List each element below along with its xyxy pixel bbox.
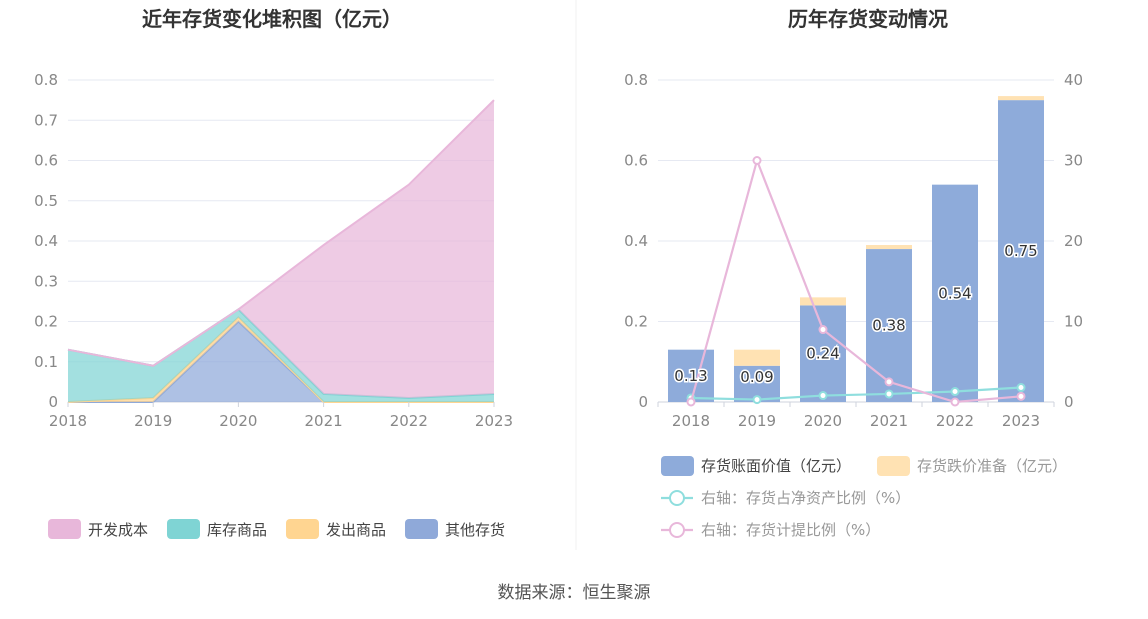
legend-swatch-2 — [286, 519, 319, 539]
legend-marker-1 — [669, 522, 685, 538]
bar-book-value-0 — [668, 349, 714, 402]
area-line-3 — [67, 99, 495, 367]
left-x-tick-label: 2019 — [134, 412, 172, 430]
right-y-tick-label: 0.2 — [624, 313, 648, 331]
right-y-tick-label: 0.6 — [624, 152, 648, 170]
right-x-tick-label: 2019 — [738, 412, 776, 430]
line-0-point-5 — [1016, 383, 1026, 393]
right-x-tick-label: 2020 — [804, 412, 842, 430]
bar-impairment-5 — [998, 96, 1044, 101]
left-y-tick-label: 0.5 — [34, 192, 58, 210]
left-x-tick-label: 2023 — [475, 412, 513, 430]
legend-label-line-1: 右轴：存货计提比例（%） — [701, 521, 880, 539]
line-1-point-3 — [884, 377, 894, 387]
left-x-tick-label: 2020 — [219, 412, 257, 430]
right-chart-title: 历年存货变动情况 — [788, 7, 948, 31]
line-0 — [690, 386, 1022, 401]
line-0-point-4 — [950, 387, 960, 397]
right-grid — [658, 79, 1054, 403]
area-2 — [68, 309, 494, 402]
area-3 — [68, 100, 494, 398]
left-y-tick-label: 0.8 — [34, 71, 58, 89]
right-y-axis-left: 0 0.2 0.4 0.6 0.8 — [624, 71, 648, 411]
legend-swatch-book-value — [661, 456, 694, 476]
line-1-point-4 — [950, 397, 960, 407]
bar-impairment-3 — [866, 245, 912, 250]
legend-label-3: 其他存货 — [445, 521, 505, 539]
legend-label-0: 开发成本 — [88, 521, 148, 539]
right-x-axis: 2018 2019 2020 2021 2022 2023 — [657, 402, 1055, 430]
bar-impairment-1 — [734, 349, 780, 366]
left-x-axis: 2018 2019 2020 2021 2022 2023 — [49, 402, 513, 430]
left-chart-title: 近年存货变化堆积图（亿元） — [142, 7, 402, 31]
line-0-point-1 — [752, 395, 762, 405]
legend-label-1: 库存商品 — [207, 521, 267, 539]
right-lines — [686, 156, 1026, 407]
left-legend: 开发成本 库存商品 发出商品 其他存货 — [48, 519, 505, 539]
left-y-tick-label: 0.1 — [34, 353, 58, 371]
right-bar-labels: 0.13 0.09 0.24 0.38 0.54 0.75 — [673, 241, 1039, 388]
left-x-tick-label: 2022 — [390, 412, 428, 430]
legend-swatch-0 — [48, 519, 81, 539]
left-y-tick-label: 0.6 — [34, 152, 58, 170]
line-1-point-1 — [752, 156, 762, 165]
bar-book-value-4 — [932, 184, 978, 402]
legend-swatch-impairment — [877, 456, 910, 476]
right-x-tick-label: 2021 — [870, 412, 908, 430]
left-areas — [67, 99, 495, 403]
left-y-tick-label: 0.4 — [34, 232, 58, 250]
area-1 — [68, 317, 494, 402]
bar-value-label-0: 0.13 — [674, 367, 707, 385]
bar-value-label-4: 0.54 — [938, 284, 971, 302]
left-y-axis: 0 0.1 0.2 0.3 0.4 0.5 0.6 0.7 0.8 — [34, 71, 58, 411]
bar-line-chart: 历年存货变动情况 0.13 0.09 0.24 0.38 0.54 0.75 0 0.2 0.… — [624, 7, 1083, 539]
line-1 — [689, 157, 1022, 404]
stacked-area-chart: 近年存货变化堆积图（亿元） 00.10.20.30.40.50.60.70.8 … — [34, 7, 513, 539]
bar-value-label-5: 0.75 — [1004, 242, 1037, 260]
left-x-tick-label: 2021 — [305, 412, 343, 430]
bar-book-value-5 — [998, 100, 1044, 402]
left-y-tick-label: 0.3 — [34, 272, 58, 290]
right-bars — [668, 96, 1044, 402]
left-x-tick-label: 2018 — [49, 412, 87, 430]
line-1-point-5 — [1016, 391, 1026, 401]
right-y2-tick-label: 30 — [1064, 152, 1083, 170]
legend-label-line-0: 右轴：存货占净资产比例（%） — [701, 489, 910, 507]
bar-book-value-2 — [800, 305, 846, 402]
right-x-tick-label: 2022 — [936, 412, 974, 430]
legend-swatch-3 — [405, 519, 438, 539]
legend-label-impairment: 存货跌价准备（亿元） — [917, 457, 1067, 475]
left-y-tick-label: 0.7 — [34, 111, 58, 129]
legend-label-2: 发出商品 — [326, 521, 386, 539]
left-y-tick-label: 0 — [48, 393, 58, 411]
right-y2-tick-label: 20 — [1064, 232, 1083, 250]
right-x-tick-label: 2018 — [672, 412, 710, 430]
right-y-tick-label: 0.8 — [624, 71, 648, 89]
bar-impairment-2 — [800, 297, 846, 306]
line-1-point-0 — [686, 397, 696, 407]
legend-label-book-value: 存货账面价值（亿元） — [701, 457, 851, 475]
right-y2-tick-label: 40 — [1064, 71, 1083, 89]
line-0-point-2 — [818, 391, 828, 401]
legend-swatch-1 — [167, 519, 200, 539]
line-1-point-2 — [818, 325, 828, 335]
right-y-tick-label: 0.4 — [624, 232, 648, 250]
right-y-axis-right: 0 10 20 30 40 — [1064, 71, 1083, 411]
right-y2-tick-label: 10 — [1064, 313, 1083, 331]
right-x-tick-label: 2023 — [1002, 412, 1040, 430]
right-y-tick-label: 0 — [638, 393, 648, 411]
bar-value-label-2: 0.24 — [806, 345, 839, 363]
legend-marker-0 — [669, 490, 685, 506]
left-y-tick-label: 0.2 — [34, 313, 58, 331]
data-source-note: 数据来源：恒生聚源 — [498, 583, 651, 603]
bar-book-value-3 — [866, 249, 912, 402]
bar-value-label-3: 0.38 — [872, 317, 905, 335]
bar-value-label-1: 0.09 — [740, 368, 773, 386]
line-0-point-3 — [884, 389, 894, 399]
right-y2-tick-label: 0 — [1064, 393, 1074, 411]
right-legend: 存货账面价值（亿元） 存货跌价准备（亿元） 右轴：存货占净资产比例（%） 右轴：存货计… — [661, 456, 1067, 539]
